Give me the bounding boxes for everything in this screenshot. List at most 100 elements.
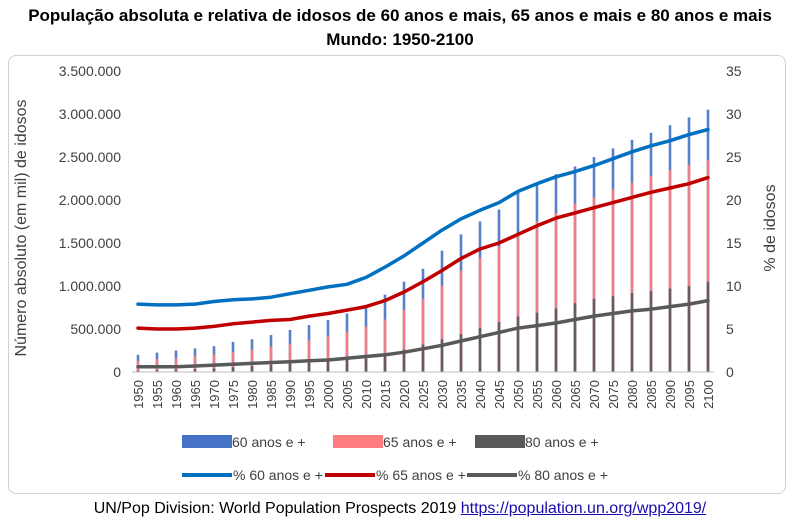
lines-group: [136, 127, 710, 369]
legend-swatch-bar: [475, 435, 525, 448]
bar-80-2030: [440, 339, 444, 372]
y2-tick-label: 0: [726, 364, 734, 380]
bar-80-1950: [136, 370, 140, 372]
x-tick-label: 1960: [169, 380, 184, 409]
x-tick-label: 1970: [207, 380, 222, 409]
bar-65-1990: [288, 343, 292, 372]
bar-65-2075: [611, 188, 615, 372]
bar-65-2030: [440, 286, 444, 372]
x-tick-label: 2030: [435, 380, 450, 409]
x-tick-label: 2010: [359, 380, 374, 409]
bar-80-2060: [554, 308, 558, 372]
x-tick-label: 1965: [188, 380, 203, 409]
y2-tick-label: 15: [726, 235, 742, 251]
y-tick-label: 3.000.000: [59, 106, 121, 122]
y-tick-label: 2.000.000: [59, 192, 121, 208]
bar-80-1990: [288, 363, 292, 372]
legend-swatch-bar: [333, 435, 383, 448]
bar-65-1985: [269, 346, 273, 372]
x-tick-label: 2095: [682, 380, 697, 409]
bar-80-2070: [592, 298, 596, 372]
bar-65-2025: [421, 298, 425, 372]
x-tick-label: 1985: [264, 380, 279, 409]
bar-65-1970: [212, 354, 216, 372]
x-tick-label: 2070: [587, 380, 602, 409]
legend-label-bar: 65 anos e +: [383, 434, 457, 450]
bar-80-2035: [459, 334, 463, 372]
legend-swatch-bar: [182, 435, 232, 448]
bar-65-2035: [459, 270, 463, 372]
bar-80-2005: [345, 358, 349, 372]
y-tick-label: 1.500.000: [59, 235, 121, 251]
bar-80-1985: [269, 364, 273, 372]
bar-80-2000: [326, 360, 330, 372]
bar-80-1955: [155, 370, 159, 372]
x-tick-label: 2000: [321, 380, 336, 409]
y-tick-label: 3.500.000: [59, 63, 121, 79]
x-tick-label: 2035: [454, 380, 469, 409]
legend-label-line: % 65 anos e +: [376, 467, 466, 483]
y2-axis-label: % de idosos: [762, 184, 779, 271]
bar-65-2010: [364, 326, 368, 372]
bar-65-2020: [402, 310, 406, 372]
bar-80-2010: [364, 355, 368, 372]
bar-80-2055: [535, 312, 539, 372]
bar-65-1980: [250, 349, 254, 372]
bar-80-2040: [478, 328, 482, 372]
x-tick-label: 2005: [340, 380, 355, 409]
x-tick-label: 2020: [397, 380, 412, 409]
y2-tick-label: 5: [726, 321, 734, 337]
y-tick-label: 500.000: [70, 321, 121, 337]
bar-80-2065: [573, 303, 577, 372]
bar-80-1970: [212, 368, 216, 372]
y2-tick-label: 20: [726, 192, 742, 208]
chart-title: População absoluta e relativa de idosos …: [28, 6, 772, 25]
bar-65-2060: [554, 212, 558, 372]
bar-80-2015: [383, 353, 387, 372]
line-pct-60: [136, 127, 710, 307]
bar-80-2100: [706, 281, 710, 372]
bar-65-2065: [573, 203, 577, 372]
x-tick-label: 2055: [530, 380, 545, 409]
x-tick-label: 2050: [511, 380, 526, 409]
bar-65-2100: [706, 160, 710, 372]
x-tick-label: 2040: [473, 380, 488, 409]
x-tick-label: 2075: [606, 380, 621, 409]
x-tick-label: 1975: [226, 380, 241, 409]
y2-tick-label: 25: [726, 149, 742, 165]
bar-65-2090: [668, 169, 672, 372]
bar-65-1975: [231, 352, 235, 372]
y2-tick-label: 30: [726, 106, 742, 122]
x-tick-label: 1950: [131, 380, 146, 409]
x-tick-label: 1995: [302, 380, 317, 409]
y-tick-label: 0: [113, 364, 121, 380]
bar-65-2095: [687, 164, 691, 372]
bar-65-1965: [193, 356, 197, 372]
line-pct-65: [136, 175, 710, 331]
legend-label-line: % 60 anos e +: [233, 467, 323, 483]
source-note: UN/Pop Division: World Population Prospe…: [0, 500, 800, 518]
bar-65-2040: [478, 257, 482, 372]
y2-tick-label: 35: [726, 63, 742, 79]
bar-80-2050: [516, 316, 520, 372]
source-text: UN/Pop Division: World Population Prospe…: [93, 500, 461, 517]
legend-label-bar: 60 anos e +: [232, 434, 306, 450]
bar-80-1965: [193, 369, 197, 372]
y-axis-label: Número absoluto (em mil) de idosos: [13, 100, 30, 357]
bar-80-2045: [497, 322, 501, 372]
x-tick-label: 2025: [416, 380, 431, 409]
bar-65-1995: [307, 340, 311, 372]
bar-65-2080: [630, 182, 634, 372]
legend: 60 anos e + 65 anos e + 80 anos e + % 60 an…: [182, 434, 608, 483]
bar-80-2075: [611, 296, 615, 372]
x-tick-label: 1980: [245, 380, 260, 409]
y-tick-label: 2.500.000: [59, 149, 121, 165]
source-link[interactable]: https://population.un.org/wpp2019/: [460, 500, 707, 517]
x-tick-label: 2065: [568, 380, 583, 409]
bar-65-2045: [497, 246, 501, 372]
bar-80-2095: [687, 286, 691, 372]
bar-80-1975: [231, 367, 235, 372]
x-tick-label: 2045: [492, 380, 507, 409]
bar-80-1995: [307, 362, 311, 372]
